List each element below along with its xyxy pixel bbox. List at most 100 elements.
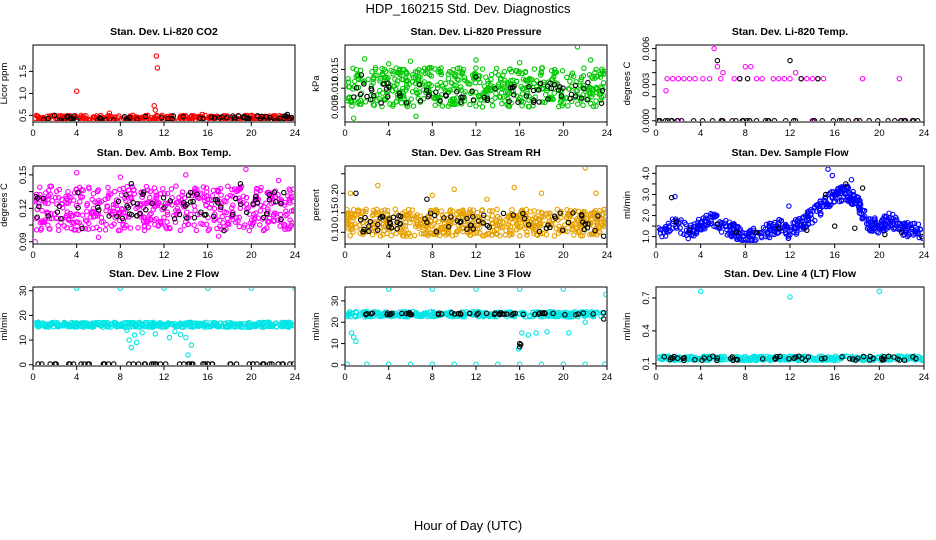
data-point: [394, 225, 400, 232]
data-point: [474, 230, 480, 236]
data-point: [681, 231, 687, 238]
data-point: [917, 226, 923, 232]
data-point: [166, 334, 173, 341]
data-point: [155, 222, 162, 228]
data-point: [455, 208, 462, 215]
data-point: [913, 355, 919, 362]
data-point: [484, 196, 490, 202]
data-point: [175, 209, 181, 215]
data-point: [429, 361, 436, 365]
data-point: [140, 214, 147, 220]
data-point: [390, 71, 396, 77]
data-point: [253, 210, 259, 216]
data-point: [94, 188, 101, 195]
data-point: [153, 322, 159, 328]
data-point: [287, 197, 293, 204]
data-point: [598, 97, 604, 103]
data-point: [465, 80, 471, 87]
data-point: [131, 187, 137, 193]
data-point: [875, 118, 881, 121]
data-point: [417, 213, 423, 219]
data-point: [819, 118, 826, 121]
y-tick-label: 20: [18, 310, 29, 321]
y-tick-label: 1.0: [641, 230, 652, 243]
data-point: [396, 213, 402, 219]
y-axis-label: ml/min: [311, 313, 322, 341]
data-point: [357, 97, 364, 104]
data-point: [822, 355, 828, 361]
data-point: [392, 206, 399, 212]
data-point: [103, 207, 109, 214]
data-point: [80, 321, 86, 327]
data-point: [733, 356, 740, 363]
data-point: [134, 320, 141, 326]
data-point: [895, 220, 901, 227]
data-point: [384, 311, 390, 318]
data-point: [350, 65, 356, 72]
data-point: [186, 116, 192, 121]
data-point: [556, 103, 562, 110]
data-point: [536, 99, 542, 105]
x-tick-label: 0: [342, 128, 347, 139]
data-point: [211, 115, 218, 121]
data-point: [716, 225, 723, 232]
data-point: [672, 193, 678, 200]
data-point: [364, 93, 370, 100]
data-point: [230, 202, 236, 208]
data-point: [403, 233, 410, 239]
data-point: [161, 288, 167, 291]
data-point: [554, 206, 561, 213]
data-point: [759, 356, 766, 362]
data-point: [836, 118, 843, 121]
data-point: [423, 87, 430, 93]
x-tick-label: 16: [514, 372, 525, 383]
data-point: [128, 344, 135, 351]
data-point: [226, 221, 232, 228]
data-point: [443, 232, 449, 238]
data-point: [393, 98, 399, 105]
data-point: [424, 219, 430, 226]
data-point: [201, 324, 208, 330]
data-point: [753, 75, 760, 82]
data-point: [229, 186, 235, 193]
data-point: [227, 361, 234, 365]
x-axis-caption: Hour of Day (UTC): [413, 518, 523, 533]
data-point: [264, 211, 271, 218]
data-point: [152, 361, 159, 365]
data-point: [113, 323, 119, 329]
data-point: [176, 211, 183, 218]
panel-line4-flow: Stan. Dev. Line 4 (LT) Flow ml/min 0 4 8 12 16…: [622, 268, 929, 383]
data-point: [374, 97, 380, 103]
data-point: [145, 113, 151, 119]
data-point: [507, 212, 513, 219]
data-point: [288, 194, 294, 201]
data-point: [383, 86, 390, 92]
data-point: [256, 320, 263, 326]
data-point: [71, 220, 77, 227]
x-tick-label: 16: [514, 128, 525, 139]
data-point: [575, 208, 582, 215]
data-point: [474, 311, 480, 318]
data-point: [34, 195, 41, 201]
data-point: [208, 114, 215, 120]
data-point: [48, 321, 55, 328]
data-point: [275, 192, 281, 198]
data-point: [574, 101, 581, 107]
data-point: [164, 211, 171, 218]
data-point: [919, 233, 923, 240]
data-point: [366, 223, 372, 229]
data-point: [428, 73, 435, 79]
data-point: [834, 186, 841, 193]
data-point: [828, 355, 835, 361]
data-point: [569, 70, 576, 76]
data-point: [267, 117, 274, 121]
data-point: [484, 95, 491, 102]
data-point: [67, 194, 74, 201]
panel-line2-flow: Stan. Dev. Line 2 Flow ml/min 0 4 8 12 16 20 24 0…: [0, 268, 300, 383]
data-point: [533, 215, 539, 221]
data-point: [484, 97, 491, 104]
data-point: [97, 115, 103, 121]
data-point: [385, 61, 392, 67]
x-tick-label: 20: [246, 372, 257, 383]
data-point: [143, 207, 149, 213]
